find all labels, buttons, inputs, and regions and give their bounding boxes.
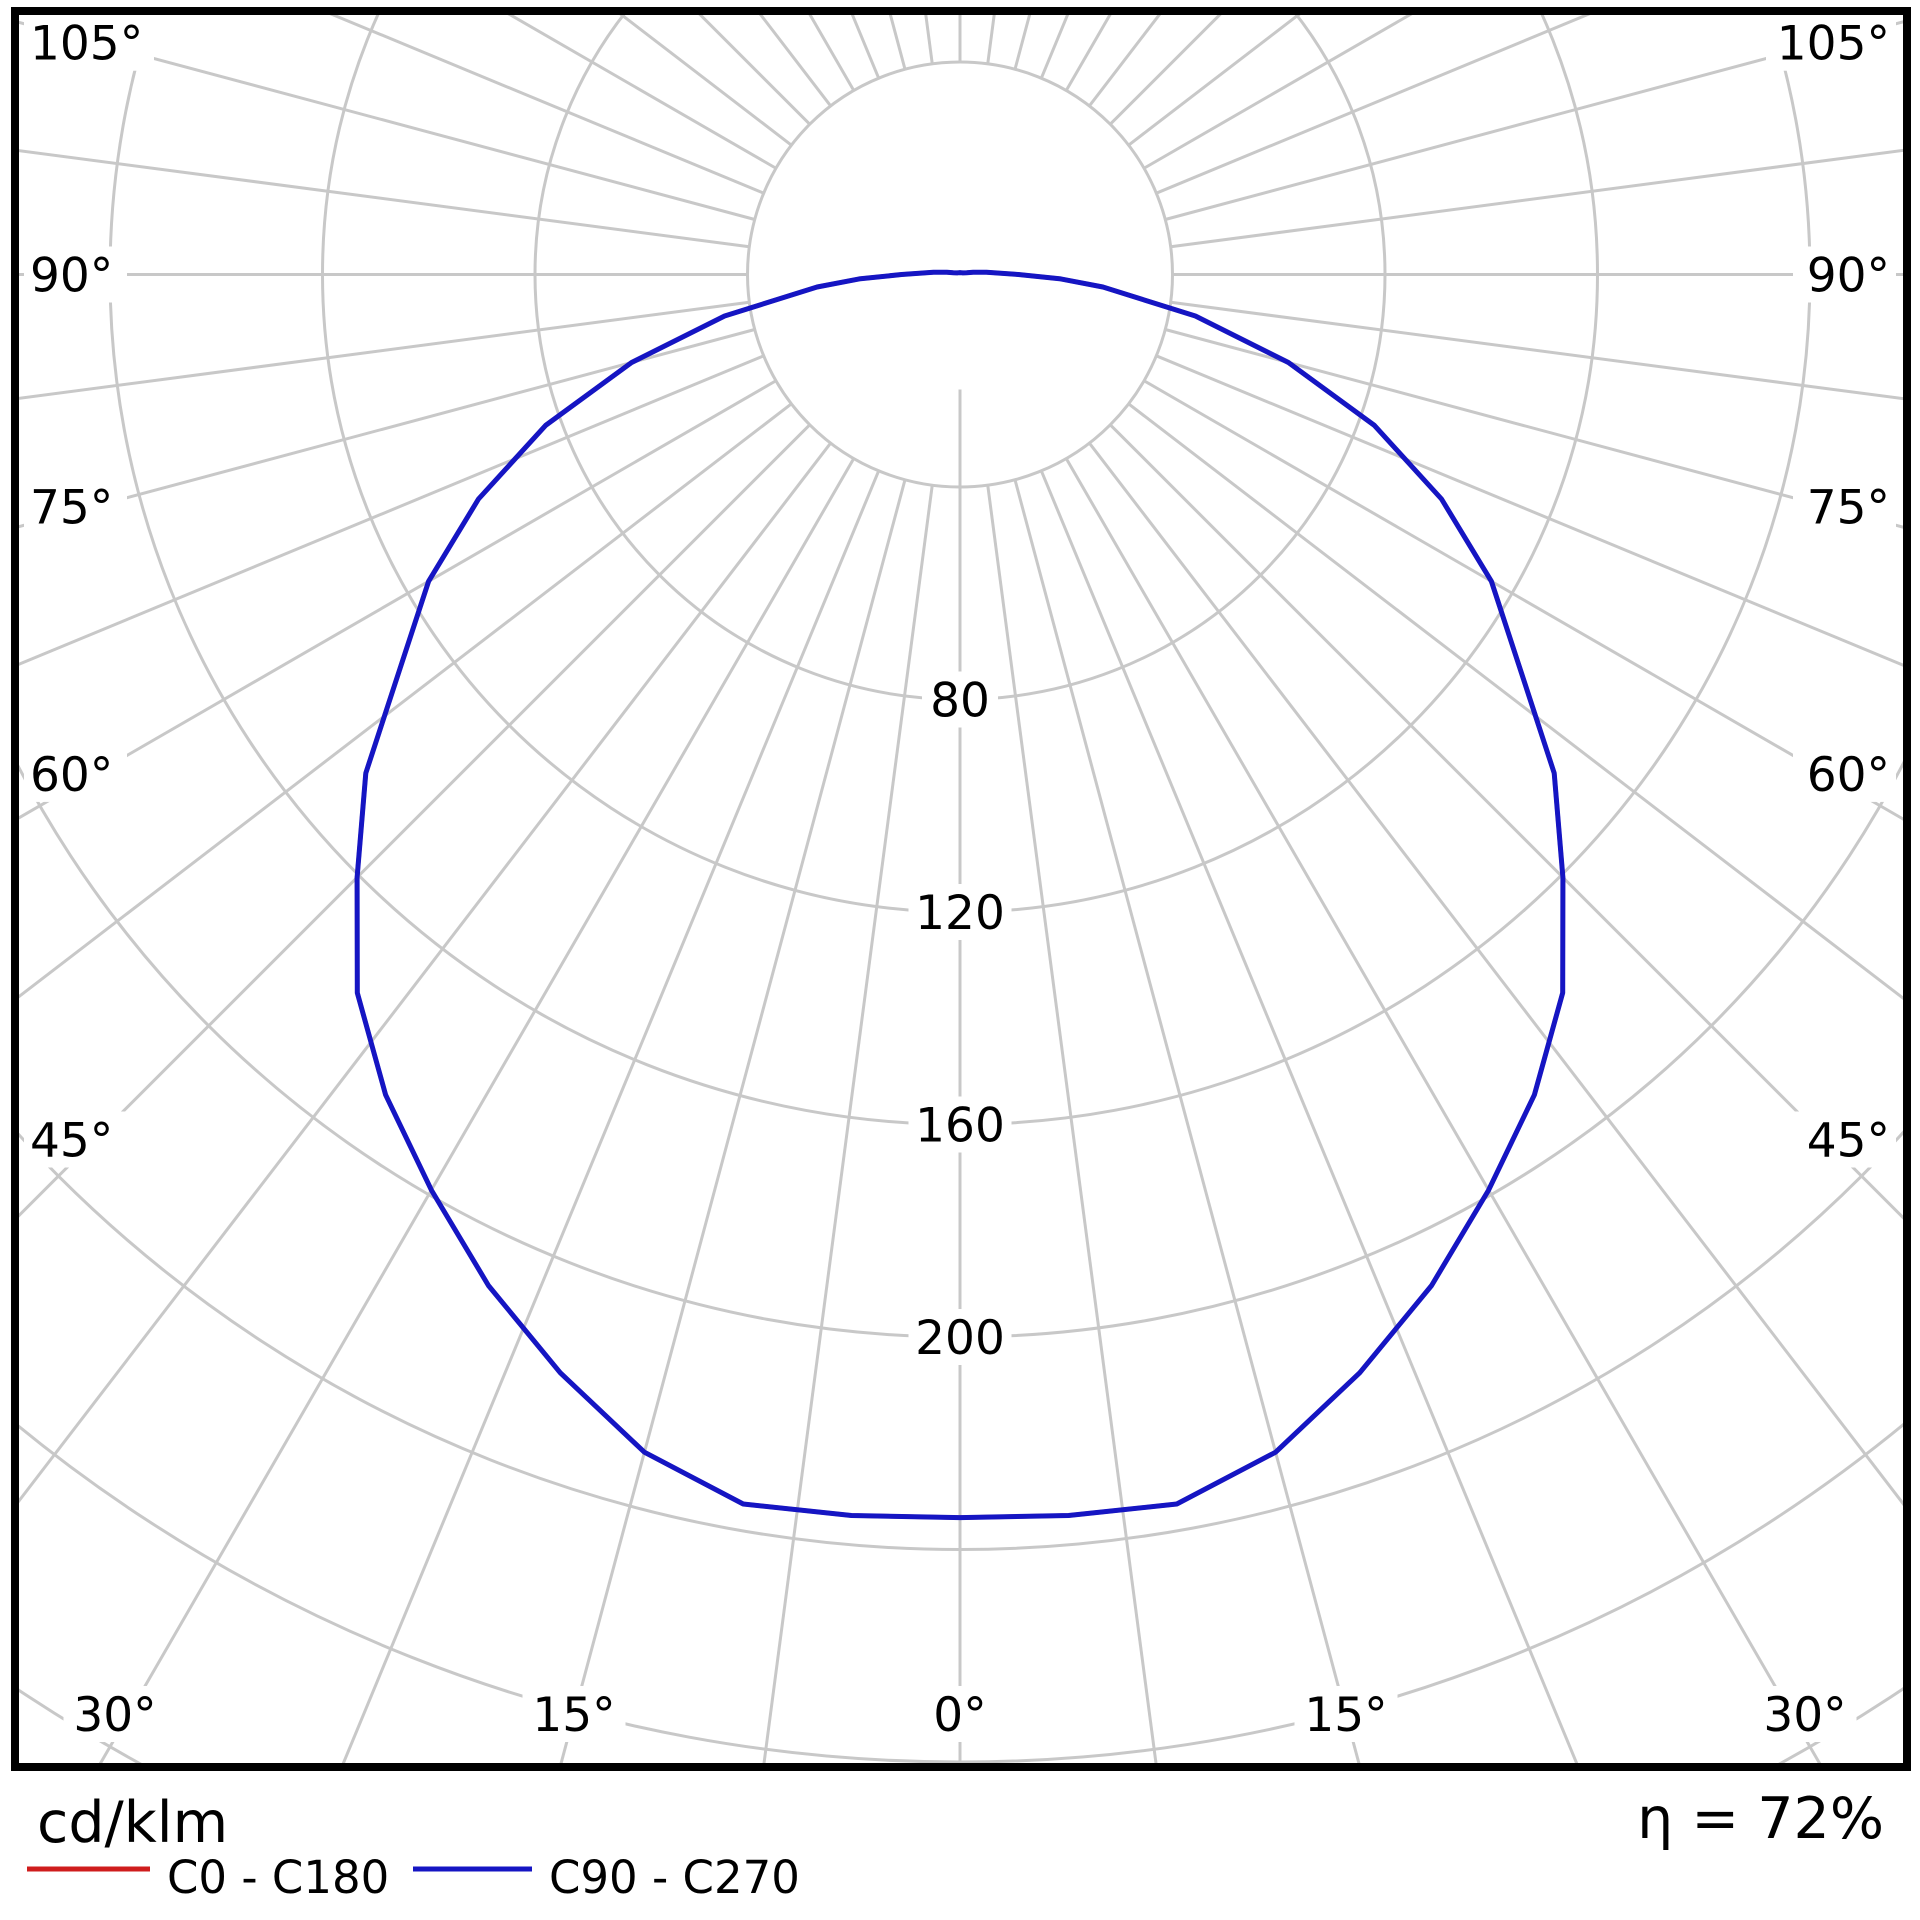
grid-spoke — [340, 470, 881, 1767]
grid-spoke — [15, 19, 756, 221]
grid-spoke — [1064, 457, 1824, 1767]
curve-C90-C270 — [354, 269, 1566, 1521]
grid-spoke — [1170, 300, 1907, 401]
angle-label-bottom: 15° — [1304, 1688, 1387, 1743]
footer: cd/klm η = 72% C0 - C180 C90 - C270 — [27, 1786, 1884, 1904]
efficiency-label: η = 72% — [1637, 1786, 1884, 1852]
angle-label-bottom: 30° — [73, 1688, 156, 1743]
axis-labels: 80 120 160 200 105° 105° 90° 90° 75° 75° 60° 60° 45°… — [30, 17, 1890, 1743]
label-mask — [908, 1096, 1012, 1153]
grid-spoke — [1170, 148, 1907, 249]
grid-spoke — [558, 479, 907, 1767]
angle-label-bottom: 15° — [532, 1688, 615, 1743]
grid-spoke — [15, 379, 777, 822]
legend-label-c0-c180: C0 - C180 — [167, 1851, 389, 1904]
label-mask — [908, 1309, 1012, 1365]
grid-spoke — [15, 354, 765, 668]
grid-spoke — [15, 148, 750, 249]
grid-spoke — [15, 300, 750, 401]
legend: C0 - C180 C90 - C270 — [27, 1851, 800, 1904]
label-masks — [24, 14, 1896, 1742]
grid-spoke — [1164, 328, 1907, 530]
grid-spoke — [15, 442, 832, 1509]
grid-spoke — [1155, 354, 1907, 669]
label-mask — [24, 14, 154, 71]
grid-spoke — [15, 328, 756, 530]
label-mask — [24, 478, 127, 535]
angle-label-right: 45° — [1807, 1114, 1890, 1169]
grid-spoke — [1164, 19, 1907, 221]
label-mask — [1793, 478, 1896, 535]
grid-spoke — [1109, 423, 1907, 1224]
radial-tick-label: 80 — [930, 674, 990, 729]
legend-label-c90-c270: C90 - C270 — [549, 1851, 800, 1904]
grid-spoke — [1088, 442, 1907, 1512]
angle-label-right: 90° — [1807, 249, 1890, 304]
angle-label-bottom: 30° — [1763, 1688, 1846, 1743]
label-mask — [922, 1686, 998, 1742]
label-mask — [922, 671, 998, 728]
grid-spoke — [1013, 479, 1362, 1767]
grid-spoke — [761, 484, 934, 1767]
grid-spoke — [1127, 402, 1907, 1004]
radial-tick-label: 160 — [915, 1099, 1005, 1154]
label-mask — [1793, 1111, 1896, 1168]
radial-tick-label: 120 — [915, 886, 1005, 941]
label-mask — [1793, 246, 1896, 303]
intensity-curves — [354, 269, 1566, 1521]
angle-label-left: 60° — [30, 748, 113, 803]
label-mask — [522, 1686, 626, 1742]
label-mask — [1753, 1686, 1857, 1742]
grid-spoke — [15, 423, 811, 1222]
label-mask — [1793, 745, 1896, 802]
plot-border — [11, 7, 1911, 1771]
grid-spoke — [986, 484, 1159, 1767]
grid-spoke — [15, 402, 793, 1002]
angle-label-right: 60° — [1807, 748, 1890, 803]
radial-tick-label: 200 — [915, 1311, 1005, 1366]
label-mask — [908, 884, 1012, 940]
label-mask — [1294, 1686, 1398, 1742]
angle-label-left: 90° — [30, 249, 113, 304]
grid-spoke — [319, 11, 765, 195]
angle-label-left: 45° — [30, 1114, 113, 1169]
label-mask — [1766, 14, 1896, 71]
grid-spoke — [96, 457, 856, 1767]
angle-label-left: 75° — [30, 480, 113, 535]
units-label: cd/klm — [37, 1790, 228, 1856]
angle-label-right: 105° — [1777, 17, 1890, 72]
grid-spoke — [1143, 379, 1907, 823]
label-mask — [63, 1686, 167, 1742]
label-mask — [24, 1111, 127, 1168]
angle-label-right: 75° — [1807, 480, 1890, 535]
angle-label-bottom: 0° — [933, 1688, 986, 1743]
angle-label-left: 105° — [30, 17, 143, 72]
grid-spoke — [1039, 470, 1580, 1767]
label-mask — [24, 246, 127, 303]
grid-spoke — [1155, 11, 1601, 195]
label-mask — [24, 745, 127, 802]
